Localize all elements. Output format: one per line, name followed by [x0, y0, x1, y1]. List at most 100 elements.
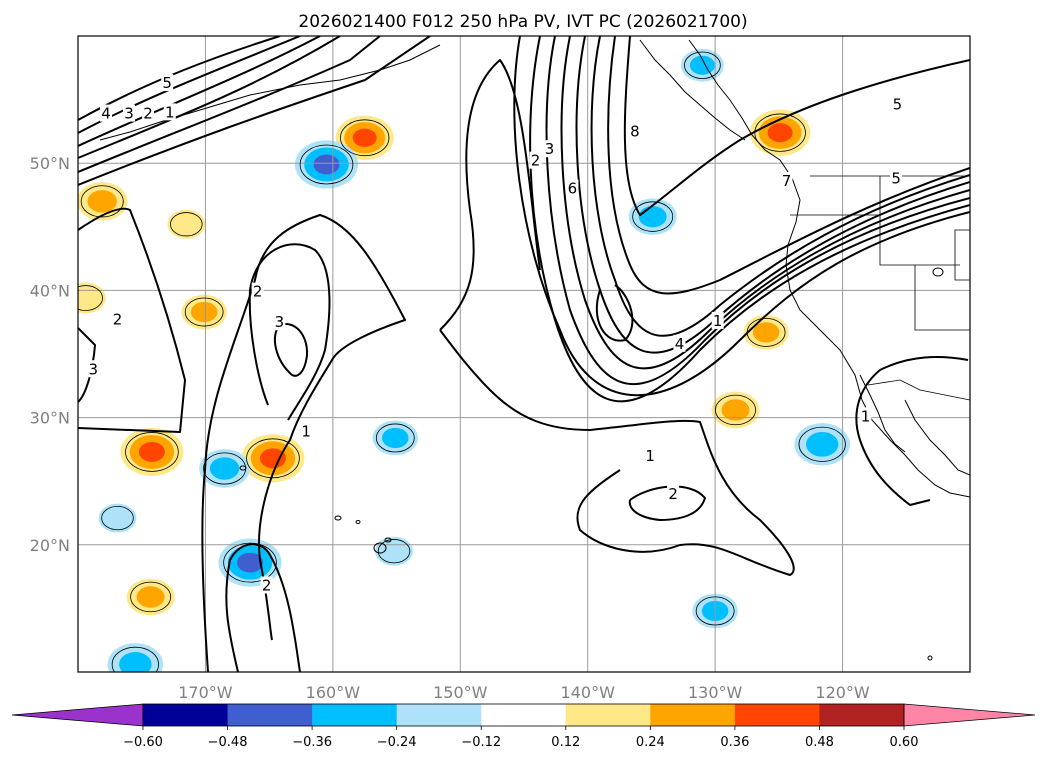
- ivt-patch: [721, 399, 750, 421]
- contour-label-bg: [543, 140, 556, 158]
- ivt-patch-outline: [375, 423, 415, 453]
- ivt-patch-outline: [101, 505, 134, 531]
- pv-contour-label: 1: [301, 423, 311, 441]
- pv-contour-label: 6: [568, 180, 578, 198]
- pv-contour-trough-outer: [513, 36, 970, 397]
- ivt-patch: [78, 282, 106, 314]
- contour-label-bg: [142, 104, 155, 122]
- island: [355, 520, 361, 524]
- contour-label-bg: [566, 179, 579, 197]
- x-tick-label: 160°W: [306, 683, 361, 702]
- pv-contour-label: 2: [253, 283, 263, 301]
- contour-label-bg: [100, 104, 113, 122]
- contour-label-bg: [260, 576, 273, 594]
- pv-contour-trough-8: [623, 36, 970, 216]
- x-tick-label: 120°W: [815, 683, 870, 702]
- pv-contour-central-3: [273, 323, 309, 377]
- pv-contour-label: 5: [891, 169, 901, 187]
- pv-contour-label: 1: [645, 447, 655, 465]
- x-tick-label: 130°W: [688, 683, 743, 702]
- pv-contour-label: 1: [861, 407, 871, 425]
- pv-contour-lower-1: [439, 329, 795, 576]
- pv-contour-east-1: [855, 356, 969, 506]
- ivt-patch: [352, 128, 377, 147]
- ivt-patch: [767, 123, 793, 143]
- y-tick-label: 30°N: [30, 409, 70, 428]
- pv-contour-label: 2: [668, 485, 678, 503]
- colorbar-segment: [650, 704, 736, 726]
- pv-contour-nw-3: [78, 36, 321, 147]
- ivt-patch: [259, 448, 286, 469]
- colorbar-tick-label: 0.36: [720, 735, 749, 750]
- colorbar-segment: [481, 704, 567, 726]
- ivt-patch: [136, 586, 165, 608]
- pv-contour-label: 1: [165, 103, 175, 121]
- pv-contour-central-inner-2: [248, 243, 331, 421]
- contour-label-bg: [251, 282, 264, 300]
- ivt-patch: [382, 427, 409, 449]
- y-tick-label: 20°N: [30, 536, 70, 555]
- y-tick-label: 50°N: [30, 154, 70, 173]
- ivt-patch-outline: [170, 212, 203, 237]
- pv-contour-label: 2: [113, 311, 123, 329]
- pv-contour-label: 5: [162, 74, 172, 92]
- ivt-patch: [689, 55, 715, 75]
- us-mexico-border: [867, 379, 970, 401]
- ivt-patch-outline: [299, 144, 354, 185]
- colorbar-tick-label: −0.36: [292, 735, 332, 750]
- lake: [932, 267, 944, 277]
- pv-contour-trough-7: [607, 36, 970, 295]
- island: [927, 655, 933, 661]
- pv-contour-label: 4: [101, 105, 111, 123]
- ivt-patch: [752, 322, 780, 343]
- pv-contour-trough-3: [545, 36, 970, 386]
- ivt-patch-outline: [754, 113, 806, 152]
- ivt-patch: [98, 503, 137, 533]
- colorbar-tick-label: −0.48: [208, 735, 248, 750]
- state-border-3: [914, 265, 970, 331]
- colorbar-segment: [396, 704, 482, 726]
- y-tick-label: 40°N: [30, 281, 70, 300]
- pv-contour-label: 8: [630, 122, 640, 140]
- state-border-1: [790, 214, 960, 266]
- contour-label-bg: [644, 446, 657, 464]
- ivt-patch-outline: [223, 542, 277, 583]
- contour-label-bg: [111, 310, 124, 328]
- x-axis-ticks: 170°W 160°W 150°W 140°W 130°W 120°W: [178, 683, 870, 702]
- contour-label-bg: [300, 422, 313, 440]
- colorbar-tick-label: 0.48: [805, 735, 834, 750]
- colorbar: −0.60 −0.48 −0.36 −0.24 −0.12 0.12 0.24 0.36 0.4…: [11, 703, 1036, 750]
- pv-contours: [78, 36, 970, 672]
- pv-contour-trough-5: [575, 36, 970, 354]
- pv-contour-west-2: [78, 207, 186, 433]
- contour-label-bg: [529, 151, 542, 169]
- pv-contour-lower-2: [628, 485, 706, 521]
- map-frame: [77, 35, 971, 673]
- contour-label-bg: [891, 95, 904, 113]
- pv-contour-central-2: [201, 214, 406, 672]
- political-boundaries: [790, 175, 970, 401]
- pv-contour-label: 3: [275, 313, 285, 331]
- x-tick-label: 140°W: [561, 683, 616, 702]
- colorbar-extend-high: [903, 703, 1036, 727]
- contour-label-bg: [161, 74, 174, 92]
- x-tick-label: 150°W: [433, 683, 488, 702]
- colorbar-tick-label: −0.12: [461, 735, 501, 750]
- alaska-panhandle: [639, 39, 746, 141]
- baja-coastline: [859, 374, 906, 453]
- ivt-patch-outline: [684, 51, 721, 79]
- ivt-patch-outline: [125, 432, 179, 472]
- pv-contour-mid-lobe-1: [439, 59, 541, 331]
- colorbar-segment: [734, 704, 820, 726]
- colorbar-tick-label: −0.24: [377, 735, 417, 750]
- colorbar-segment: [312, 704, 398, 726]
- ivt-patch-outline: [111, 646, 159, 672]
- ivt-patch: [638, 205, 667, 228]
- chart-title: 2026021400 F012 250 hPa PV, IVT PC (2026…: [298, 12, 747, 32]
- pv-contour-nw-4: [78, 36, 341, 159]
- pv-contour-label: 3: [545, 140, 555, 158]
- ivt-patch: [805, 431, 839, 457]
- pv-contour-label: 2: [262, 577, 272, 595]
- island: [334, 515, 342, 521]
- ivt-patch-outline: [695, 596, 735, 626]
